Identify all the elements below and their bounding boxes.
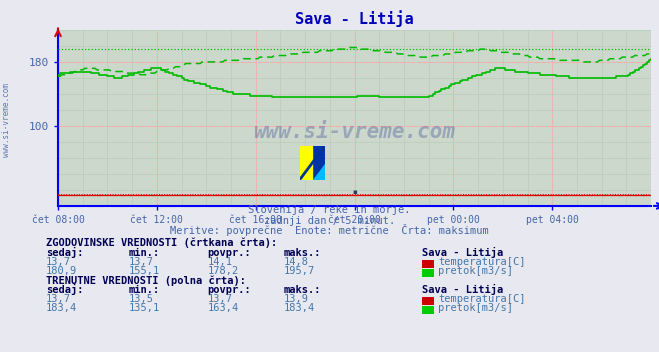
Text: 14,1: 14,1 <box>208 257 233 267</box>
Text: pretok[m3/s]: pretok[m3/s] <box>438 266 513 276</box>
Polygon shape <box>312 163 325 180</box>
Text: 13,7: 13,7 <box>46 257 71 267</box>
Text: 13,9: 13,9 <box>283 294 308 304</box>
Text: zadnji dan / 5 minut.: zadnji dan / 5 minut. <box>264 215 395 226</box>
Text: 163,4: 163,4 <box>208 303 239 313</box>
Text: 13,7: 13,7 <box>129 257 154 267</box>
Text: 155,1: 155,1 <box>129 266 159 276</box>
Text: www.si-vreme.com: www.si-vreme.com <box>254 122 455 142</box>
Text: maks.:: maks.: <box>283 248 321 258</box>
Text: sedaj:: sedaj: <box>46 284 84 295</box>
Text: Slovenija / reke in morje.: Slovenija / reke in morje. <box>248 205 411 215</box>
Text: 183,4: 183,4 <box>283 303 314 313</box>
Text: 195,7: 195,7 <box>283 266 314 276</box>
Text: 183,4: 183,4 <box>46 303 77 313</box>
Text: TRENUTNE VREDNOSTI (polna črta):: TRENUTNE VREDNOSTI (polna črta): <box>46 276 246 286</box>
Text: min.:: min.: <box>129 248 159 258</box>
Text: 180,9: 180,9 <box>46 266 77 276</box>
Text: 13,7: 13,7 <box>208 294 233 304</box>
Text: www.si-vreme.com: www.si-vreme.com <box>2 83 11 157</box>
Polygon shape <box>312 146 325 180</box>
Title: Sava - Litija: Sava - Litija <box>295 11 414 27</box>
Text: sedaj:: sedaj: <box>46 247 84 258</box>
Text: temperatura[C]: temperatura[C] <box>438 294 526 304</box>
Text: pretok[m3/s]: pretok[m3/s] <box>438 303 513 313</box>
Text: maks.:: maks.: <box>283 285 321 295</box>
Text: Meritve: povprečne  Enote: metrične  Črta: maksimum: Meritve: povprečne Enote: metrične Črta:… <box>170 224 489 236</box>
Text: Sava - Litija: Sava - Litija <box>422 284 503 295</box>
Text: 13,7: 13,7 <box>46 294 71 304</box>
Text: 135,1: 135,1 <box>129 303 159 313</box>
Text: temperatura[C]: temperatura[C] <box>438 257 526 267</box>
Text: 14,8: 14,8 <box>283 257 308 267</box>
Text: 178,2: 178,2 <box>208 266 239 276</box>
Text: Sava - Litija: Sava - Litija <box>422 247 503 258</box>
Text: povpr.:: povpr.: <box>208 285 251 295</box>
Text: ZGODOVINSKE VREDNOSTI (črtkana črta):: ZGODOVINSKE VREDNOSTI (črtkana črta): <box>46 238 277 249</box>
Text: 13,5: 13,5 <box>129 294 154 304</box>
Text: povpr.:: povpr.: <box>208 248 251 258</box>
Text: min.:: min.: <box>129 285 159 295</box>
Polygon shape <box>300 146 312 180</box>
Text: ▪: ▪ <box>352 189 357 195</box>
